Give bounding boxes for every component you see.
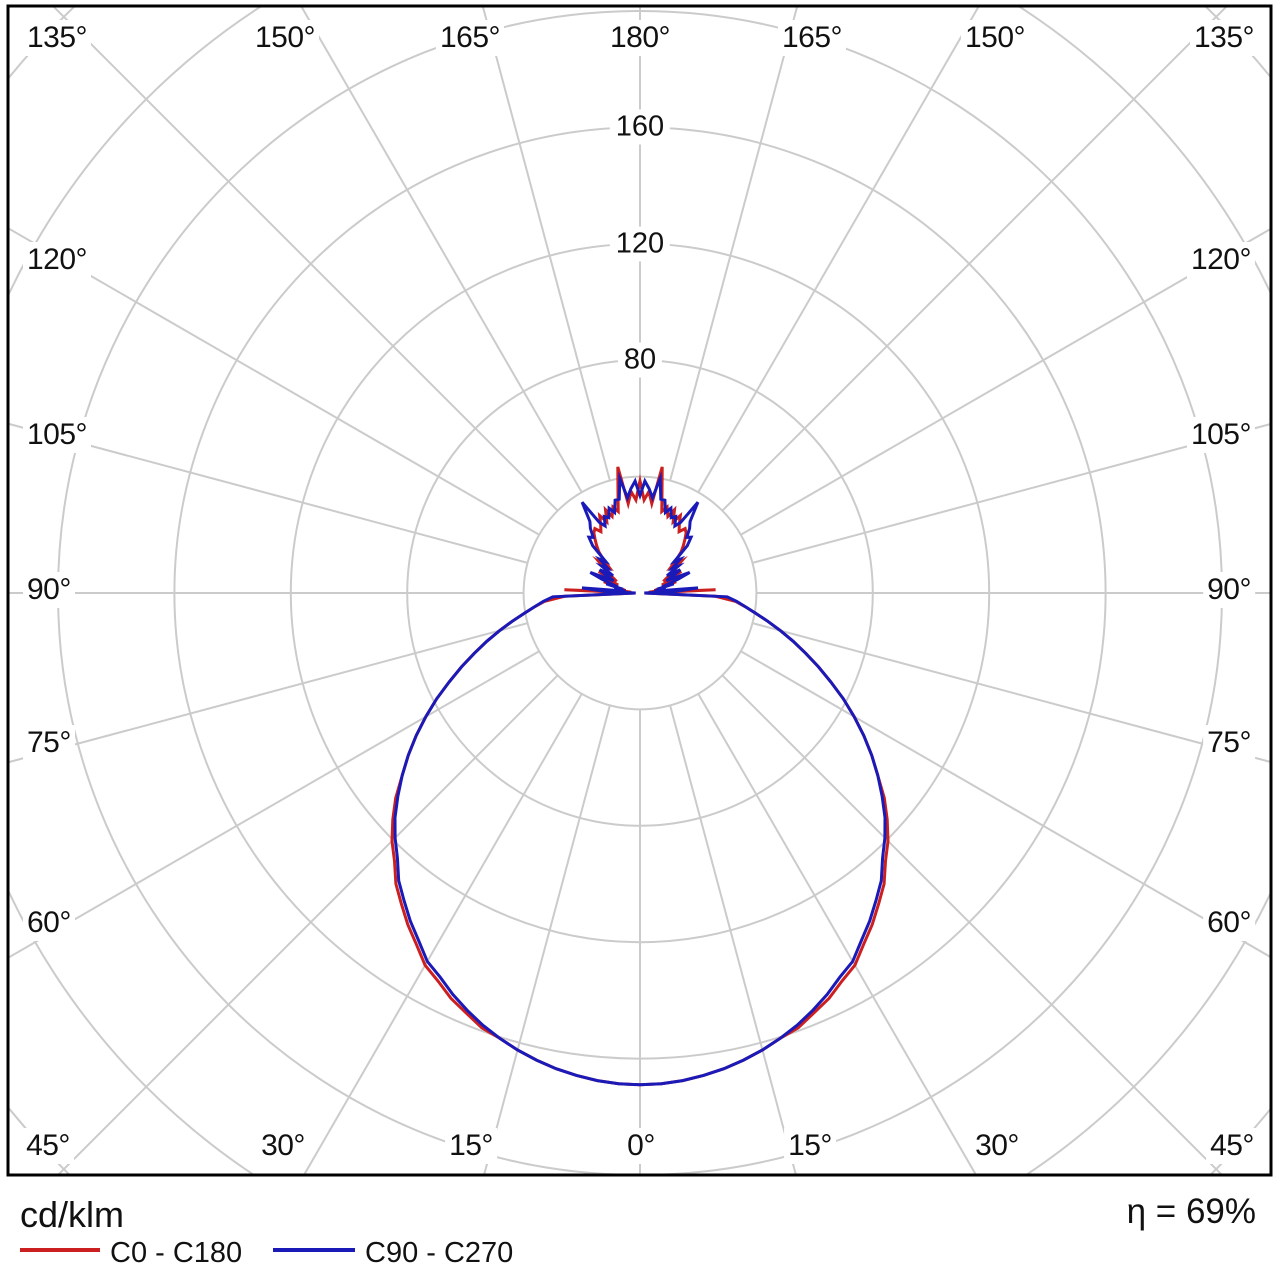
grid-ring-40 xyxy=(522,475,758,711)
grid-radial-255 xyxy=(9,422,528,564)
footer: cd/klm η = 69% C0 - C180 C90 - C270 xyxy=(0,1180,1280,1280)
grid-radial-120 xyxy=(740,228,1270,536)
legend-line-c0-c180 xyxy=(20,1248,100,1252)
grid-radial-150 xyxy=(697,7,980,493)
grid-radial-345 xyxy=(483,705,611,1174)
grid-radial-330 xyxy=(303,693,583,1174)
plot-frame xyxy=(6,4,1273,1177)
legend-label-c90-c270: C90 - C270 xyxy=(365,1237,514,1269)
grid-radial-210 xyxy=(300,7,583,493)
grid-radial-105 xyxy=(752,423,1270,564)
grid-radial-15 xyxy=(669,705,797,1174)
efficiency-value: η = 69% xyxy=(1126,1192,1256,1231)
grid-radial-30 xyxy=(697,693,977,1174)
grid-radial-315 xyxy=(58,674,559,1174)
legend-label-c0-c180: C0 - C180 xyxy=(110,1237,243,1269)
grid-radial-300 xyxy=(9,650,540,959)
grid-radial-165 xyxy=(669,7,798,481)
curve-C90-C270 xyxy=(393,471,887,1087)
units-label: cd/klm xyxy=(20,1194,125,1235)
grid-radial-75 xyxy=(752,622,1270,763)
grid-radial-60 xyxy=(740,650,1270,958)
grid-radial-135 xyxy=(721,7,1227,512)
grid-radial-45 xyxy=(721,674,1222,1174)
legend-line-c90-c270 xyxy=(273,1248,355,1252)
grid-radial-225 xyxy=(53,7,559,512)
grid-radial-195 xyxy=(482,7,611,481)
grid-radial-285 xyxy=(9,622,528,764)
grid-radial-240 xyxy=(9,227,540,536)
